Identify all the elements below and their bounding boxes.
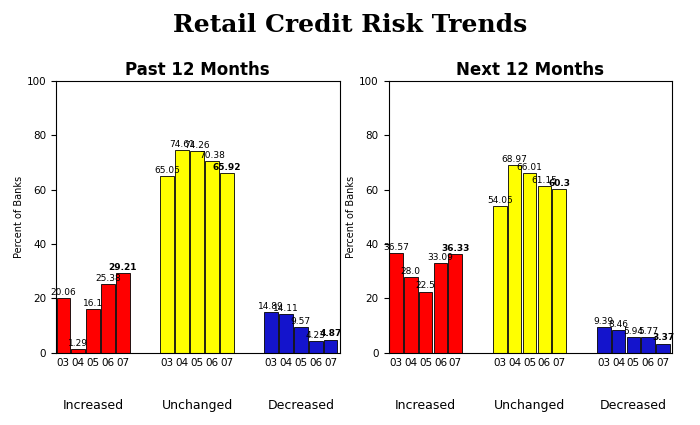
Text: 9.57: 9.57 xyxy=(290,317,311,326)
Text: 28.0: 28.0 xyxy=(401,266,421,275)
Bar xyxy=(190,151,204,353)
Bar xyxy=(279,314,293,353)
Text: 29.21: 29.21 xyxy=(108,263,137,272)
Text: 22.5: 22.5 xyxy=(416,281,435,290)
Bar xyxy=(205,162,218,353)
Bar xyxy=(523,173,536,353)
Text: 54.05: 54.05 xyxy=(487,196,512,205)
Text: 74.26: 74.26 xyxy=(184,141,210,150)
Bar xyxy=(404,277,418,353)
Text: Unchanged: Unchanged xyxy=(162,399,232,412)
Bar xyxy=(160,176,174,353)
Bar xyxy=(309,341,323,353)
Text: 70.38: 70.38 xyxy=(199,151,225,160)
Text: 9.39: 9.39 xyxy=(594,317,614,326)
Bar xyxy=(419,292,433,353)
Text: Decreased: Decreased xyxy=(600,399,667,412)
Text: 16.1: 16.1 xyxy=(83,299,103,308)
Bar xyxy=(493,206,507,353)
Text: Unchanged: Unchanged xyxy=(494,399,565,412)
Text: Decreased: Decreased xyxy=(267,399,335,412)
Text: 61.15: 61.15 xyxy=(531,176,557,185)
Text: 65.05: 65.05 xyxy=(155,166,181,175)
Text: 5.77: 5.77 xyxy=(638,327,658,336)
Text: Retail Credit Risk Trends: Retail Credit Risk Trends xyxy=(173,13,527,37)
Text: 36.33: 36.33 xyxy=(441,244,470,253)
Y-axis label: Percent of Banks: Percent of Banks xyxy=(14,176,24,258)
Y-axis label: Percent of Banks: Percent of Banks xyxy=(346,176,356,258)
Text: 25.38: 25.38 xyxy=(95,274,121,283)
Bar xyxy=(86,309,100,353)
Title: Next 12 Months: Next 12 Months xyxy=(456,61,604,79)
Text: Increased: Increased xyxy=(395,399,456,412)
Bar xyxy=(508,165,522,353)
Bar xyxy=(449,254,462,353)
Bar xyxy=(626,337,640,353)
Bar xyxy=(265,312,278,353)
Bar xyxy=(433,263,447,353)
Text: 36.57: 36.57 xyxy=(383,243,409,252)
Bar xyxy=(220,173,234,353)
Bar xyxy=(538,187,551,353)
Text: 14.89: 14.89 xyxy=(258,302,284,311)
Text: 74.61: 74.61 xyxy=(169,140,195,149)
Title: Past 12 Months: Past 12 Months xyxy=(125,61,270,79)
Text: 1.29: 1.29 xyxy=(69,339,88,348)
Bar xyxy=(294,327,308,353)
Text: 60.3: 60.3 xyxy=(548,178,570,188)
Bar xyxy=(324,340,337,353)
Bar xyxy=(101,284,115,353)
Text: 8.46: 8.46 xyxy=(608,320,629,329)
Text: 65.92: 65.92 xyxy=(212,163,241,173)
Bar xyxy=(657,343,670,353)
Text: 66.01: 66.01 xyxy=(517,163,542,172)
Bar xyxy=(57,298,70,353)
Text: 33.09: 33.09 xyxy=(428,252,454,262)
Text: 5.94: 5.94 xyxy=(624,326,643,335)
Text: 68.97: 68.97 xyxy=(502,155,528,164)
Text: 14.11: 14.11 xyxy=(273,304,299,313)
Bar xyxy=(552,189,566,353)
Text: 20.06: 20.06 xyxy=(50,288,76,297)
Bar xyxy=(597,327,610,353)
Bar xyxy=(175,150,189,353)
Bar xyxy=(612,330,625,353)
Text: Increased: Increased xyxy=(62,399,124,412)
Text: 4.87: 4.87 xyxy=(319,329,342,338)
Bar xyxy=(641,337,655,353)
Text: 4.23: 4.23 xyxy=(306,331,326,340)
Bar xyxy=(116,273,130,353)
Bar xyxy=(71,349,85,353)
Bar xyxy=(389,253,402,353)
Text: 3.37: 3.37 xyxy=(652,334,674,343)
